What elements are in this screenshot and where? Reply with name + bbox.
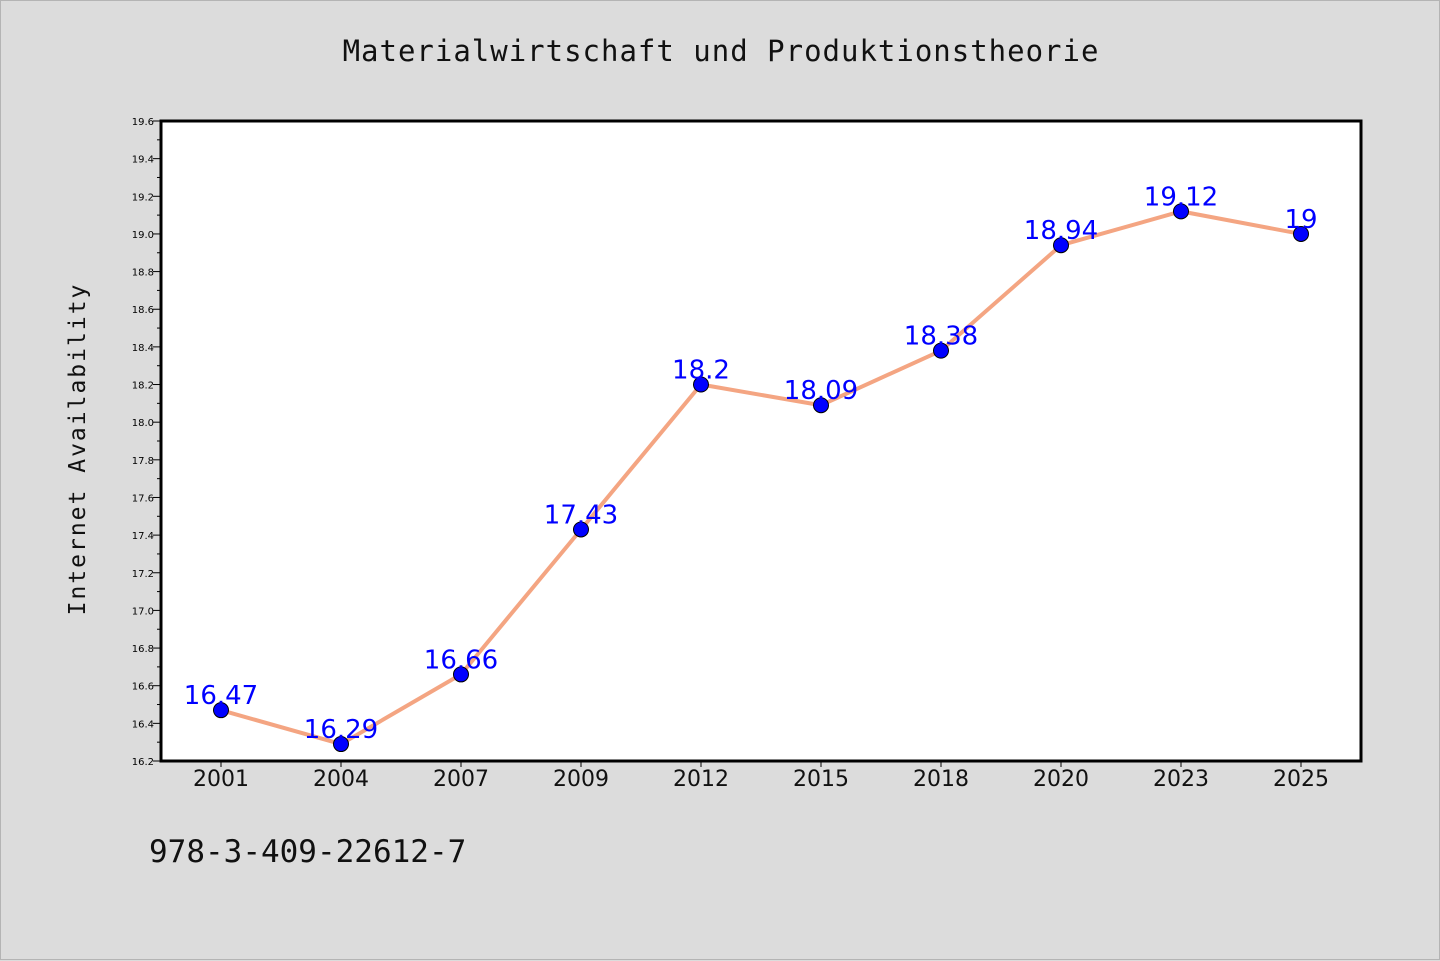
data-point bbox=[573, 521, 589, 538]
y-tick-label: 18.4 bbox=[132, 343, 154, 354]
x-tick-label: 2012 bbox=[673, 767, 729, 792]
x-tick-label: 2004 bbox=[313, 767, 369, 792]
x-tick-label: 2009 bbox=[553, 767, 609, 792]
y-axis: 16.2 16.4 16.6 16.8 17.0 17.2 17.4 17.6 17.8 18.0… bbox=[132, 117, 161, 768]
series-group: 16.47 16.29 16.66 17.43 18.2 18.09 18.38 18.94 1… bbox=[184, 182, 1318, 753]
y-tick-label: 17.4 bbox=[132, 531, 154, 542]
data-point bbox=[1053, 237, 1069, 254]
data-label: 18.94 bbox=[1024, 216, 1098, 246]
data-label: 16.47 bbox=[184, 681, 258, 711]
x-tick-label: 2007 bbox=[433, 767, 489, 792]
data-label: 19 bbox=[1284, 205, 1317, 235]
y-tick-label: 18.2 bbox=[132, 381, 154, 392]
data-point bbox=[813, 397, 829, 414]
data-point bbox=[693, 376, 709, 393]
y-tick-label: 19.4 bbox=[132, 155, 154, 166]
chart-title: Materialwirtschaft und Produktionstheori… bbox=[342, 34, 1100, 68]
y-tick-label: 16.6 bbox=[132, 682, 154, 693]
y-tick-label: 18.0 bbox=[132, 418, 154, 429]
data-label: 17.43 bbox=[544, 500, 618, 530]
x-tick-label: 2023 bbox=[1153, 767, 1209, 792]
y-tick-label: 16.2 bbox=[132, 757, 154, 768]
y-tick-label: 19.2 bbox=[132, 192, 154, 203]
isbn-text: 978-3-409-22612-7 bbox=[149, 834, 467, 870]
y-tick-label: 16.8 bbox=[132, 644, 154, 655]
data-point bbox=[213, 702, 229, 719]
x-tick-label: 2025 bbox=[1273, 767, 1329, 792]
plot-area bbox=[159, 119, 1363, 763]
y-tick-label: 19.6 bbox=[132, 117, 154, 128]
data-point bbox=[933, 342, 949, 359]
data-label: 19.12 bbox=[1144, 182, 1218, 212]
y-tick-label: 18.6 bbox=[132, 305, 154, 316]
y-tick-label: 17.2 bbox=[132, 569, 154, 580]
data-point bbox=[333, 736, 349, 753]
y-tick-label: 18.8 bbox=[132, 268, 154, 279]
series-line bbox=[220, 209, 1302, 747]
data-point bbox=[1173, 203, 1189, 220]
y-tick-label: 17.8 bbox=[132, 456, 154, 467]
data-label: 18.2 bbox=[672, 356, 730, 386]
x-tick-label: 2015 bbox=[793, 767, 849, 792]
data-point bbox=[1293, 225, 1309, 242]
x-axis: 2001 2004 2007 2009 2012 2015 2018 2020 2023 2025 bbox=[193, 761, 1329, 792]
y-tick-label: 19.0 bbox=[132, 230, 154, 241]
x-tick-label: 2018 bbox=[913, 767, 969, 792]
data-label: 18.09 bbox=[784, 376, 858, 406]
x-tick-label: 2020 bbox=[1033, 767, 1089, 792]
y-tick-label: 16.4 bbox=[132, 719, 154, 730]
data-label: 16.29 bbox=[304, 715, 378, 745]
y-tick-label: 17.0 bbox=[132, 606, 154, 617]
data-label: 16.66 bbox=[424, 645, 498, 675]
x-tick-label: 2001 bbox=[193, 767, 249, 792]
data-label: 18.38 bbox=[904, 322, 978, 352]
y-tick-label: 17.6 bbox=[132, 493, 154, 504]
data-point bbox=[453, 666, 469, 683]
